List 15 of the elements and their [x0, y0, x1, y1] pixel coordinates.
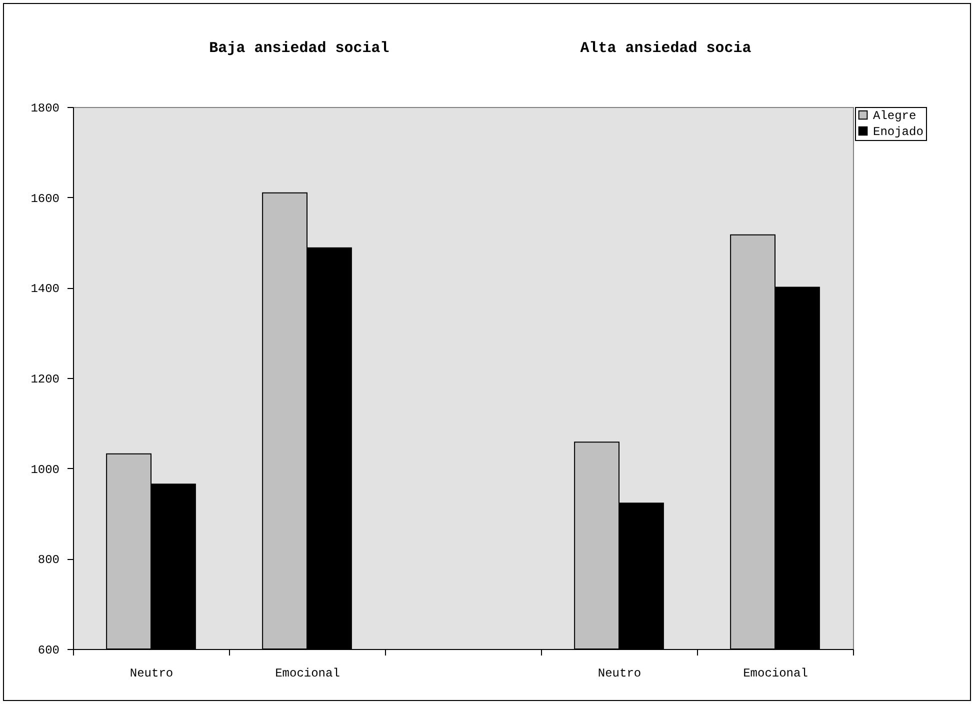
text: Baja ansiedad social — [209, 40, 390, 57]
y-tick-label: 1600 — [30, 192, 60, 206]
y-tick-label: 1000 — [30, 462, 60, 477]
legend-label: Enojado — [873, 125, 924, 139]
y-tick-label: 1200 — [30, 372, 60, 386]
x-tick-label: Neutro — [130, 666, 174, 680]
text: Alta ansiedad socia — [580, 40, 752, 57]
y-tick-label: 1400 — [30, 282, 60, 296]
y-tick-label: 1800 — [30, 102, 60, 116]
y-tick-label: 800 — [38, 553, 60, 568]
x-tick-label: Emocional — [743, 666, 808, 680]
y-tick-label: 600 — [38, 644, 60, 658]
legend-label: Alegre — [873, 109, 916, 123]
x-tick-label: Neutro — [598, 666, 642, 680]
x-tick-label: Emocional — [275, 666, 340, 680]
